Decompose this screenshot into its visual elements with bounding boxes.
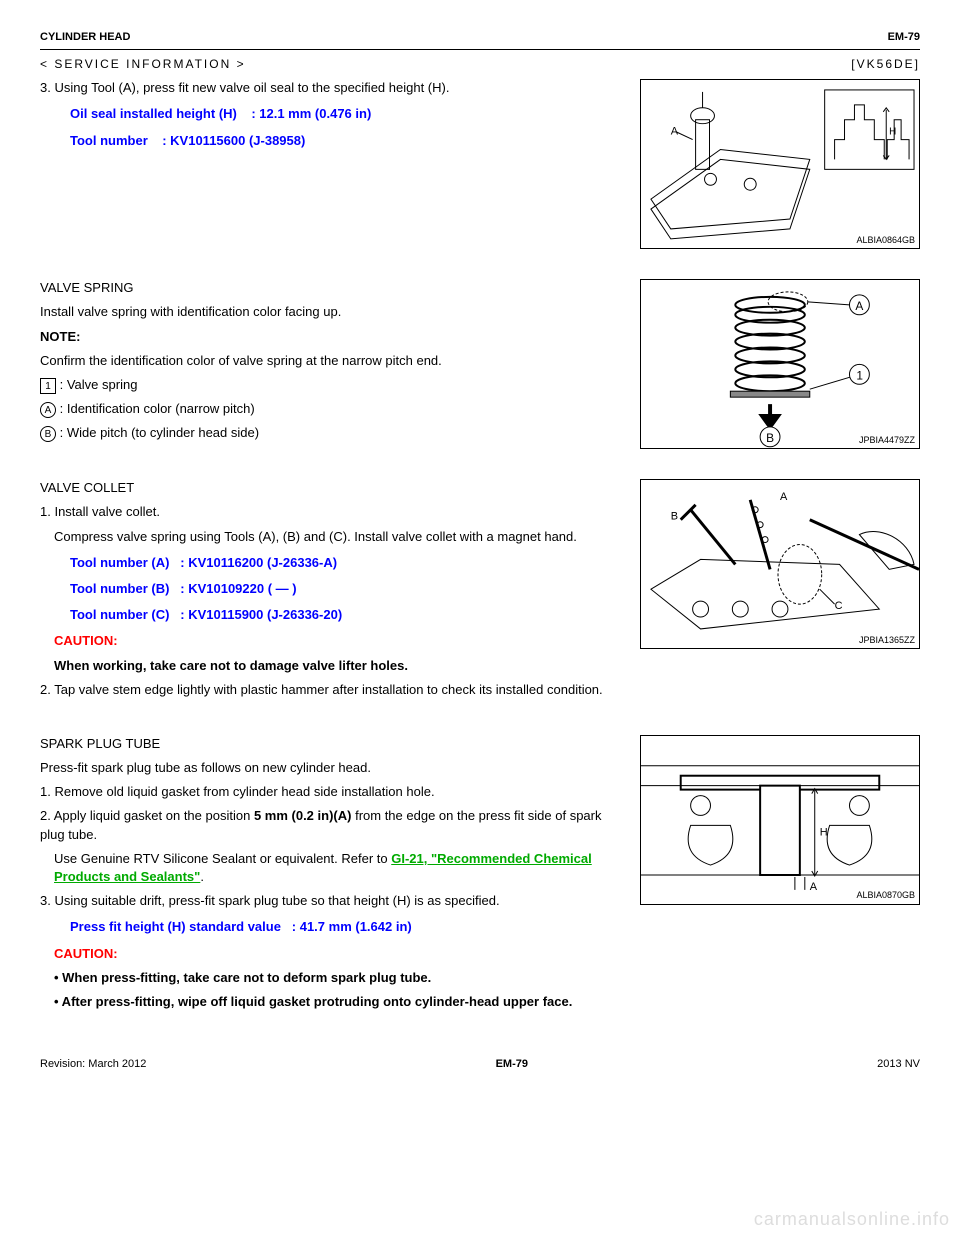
fig1-label: ALBIA0864GB <box>856 234 915 247</box>
caution4: CAUTION: <box>54 945 620 963</box>
legend1-num: 1 <box>40 378 56 394</box>
svg-text:A: A <box>780 491 788 503</box>
caution3-label: CAUTION: <box>54 633 118 648</box>
section4-heading: SPARK PLUG TUBE <box>40 735 620 753</box>
fig3-label: JPBIA1365ZZ <box>859 634 915 647</box>
s4-spec-value: : 41.7 mm (1.642 in) <box>292 919 412 934</box>
gasket-pre: Use Genuine RTV Silicone Sealant or equi… <box>54 851 391 866</box>
svg-text:H: H <box>820 826 828 838</box>
caution4-2: • After press-fitting, wipe off liquid g… <box>54 993 620 1011</box>
spec1-value: : 12.1 mm (0.476 in) <box>251 106 371 121</box>
section2-text: VALVE SPRING Install valve spring with i… <box>40 279 640 442</box>
s4-step2a: 2. Apply liquid gasket on the position <box>40 808 254 823</box>
section4-text: SPARK PLUG TUBE Press-fit spark plug tub… <box>40 735 640 1017</box>
figure-spring: A 1 B JPBIA4479ZZ <box>640 279 920 449</box>
note-label: NOTE: <box>40 329 80 344</box>
figure-oil-seal: A H ALBIA0864GB <box>640 79 920 249</box>
watermark: carmanualsonline.info <box>754 1207 950 1232</box>
section1-tool: Tool number : KV10115600 (J-38958) <box>70 132 620 150</box>
legendA-num: A <box>40 402 56 418</box>
section1-step: 3. Using Tool (A), press fit new valve o… <box>40 79 620 97</box>
section4-spec: Press fit height (H) standard value : 41… <box>70 918 620 936</box>
s4-spec-label: Press fit height (H) standard value <box>70 919 281 934</box>
svg-text:H: H <box>889 127 896 138</box>
tool-value: : KV10115600 (J-38958) <box>162 133 305 148</box>
toolB-label: Tool number (B) <box>70 581 169 596</box>
svg-text:A: A <box>671 126 679 138</box>
footer-left: Revision: March 2012 <box>40 1057 146 1072</box>
toolA: Tool number (A) : KV10116200 (J-26336-A) <box>70 554 620 572</box>
figure-spark-plug: H A ALBIA0870GB <box>640 735 920 905</box>
fig4-label: ALBIA0870GB <box>856 889 915 902</box>
spark-plug-diagram-icon: H A <box>641 736 919 905</box>
section3-text: VALVE COLLET 1. Install valve collet. Co… <box>40 479 640 705</box>
svg-text:B: B <box>671 511 678 523</box>
section1-spec: Oil seal installed height (H) : 12.1 mm … <box>70 105 620 123</box>
section2-note: NOTE: <box>40 328 620 346</box>
spring-diagram-icon: A 1 B <box>641 280 919 449</box>
section-oil-seal: 3. Using Tool (A), press fit new valve o… <box>40 79 920 249</box>
section2-step: Install valve spring with identification… <box>40 303 620 321</box>
section1-figure-col: A H ALBIA0864GB <box>640 79 920 249</box>
section-valve-spring: VALVE SPRING Install valve spring with i… <box>40 279 920 449</box>
section4-step2: 2. Apply liquid gasket on the position 5… <box>40 807 620 843</box>
header-right: EM-79 <box>888 30 920 45</box>
toolC: Tool number (C) : KV10115900 (J-26336-20… <box>70 606 620 624</box>
header-sub: [VK56DE] <box>851 56 920 73</box>
section2-heading: VALVE SPRING <box>40 279 620 297</box>
toolC-value: : KV10115900 (J-26336-20) <box>180 607 342 622</box>
legendA-txt: : Identification color (narrow pitch) <box>60 401 255 416</box>
section3-step3: 2. Tap valve stem edge lightly with plas… <box>40 681 620 699</box>
tool-label: Tool number <box>70 133 148 148</box>
section4-intro: Press-fit spark plug tube as follows on … <box>40 759 620 777</box>
caution4-1: • When press-fitting, take care not to d… <box>54 969 620 987</box>
svg-text:B: B <box>766 431 774 445</box>
legendB-num: B <box>40 426 56 442</box>
section4-step1: 1. Remove old liquid gasket from cylinde… <box>40 783 620 801</box>
page-header: CYLINDER HEAD EM-79 <box>40 30 920 45</box>
section4-step3: 3. Using suitable drift, press-fit spark… <box>40 892 620 910</box>
section1-text: 3. Using Tool (A), press fit new valve o… <box>40 79 640 158</box>
section3-step1: 1. Install valve collet. <box>40 503 620 521</box>
toolA-label: Tool number (A) <box>70 555 169 570</box>
svg-text:1: 1 <box>856 368 863 382</box>
legend1-txt: : Valve spring <box>60 377 138 392</box>
caution3-text: When working, take care not to damage va… <box>54 657 620 675</box>
footer-right: 2013 NV <box>877 1057 920 1072</box>
page-footer: Revision: March 2012 EM-79 2013 NV <box>40 1057 920 1072</box>
caution4-label: CAUTION: <box>54 946 118 961</box>
svg-text:A: A <box>810 881 818 893</box>
section2-figure-col: A 1 B JPBIA4479ZZ <box>640 279 920 449</box>
s4-apos: 5 mm (0.2 in)(A) <box>254 808 352 823</box>
toolB-value: : KV10109220 ( — ) <box>180 581 296 596</box>
section4-figure-col: H A ALBIA0870GB <box>640 735 920 905</box>
toolB: Tool number (B) : KV10109220 ( — ) <box>70 580 620 598</box>
section3-step2: Compress valve spring using Tools (A), (… <box>54 528 620 546</box>
fig2-label: JPBIA4479ZZ <box>859 434 915 447</box>
spec1-label: Oil seal installed height (H) <box>70 106 237 121</box>
oil-seal-diagram-icon: A H <box>641 80 919 249</box>
footer-center: EM-79 <box>496 1057 528 1072</box>
legend-A: A : Identification color (narrow pitch) <box>40 400 620 418</box>
toolC-label: Tool number (C) <box>70 607 169 622</box>
toolA-value: : KV10116200 (J-26336-A) <box>180 555 337 570</box>
caution3: CAUTION: <box>54 632 620 650</box>
svg-text:C: C <box>835 600 843 612</box>
section3-figure-col: A B C JPBIA1365ZZ <box>640 479 920 649</box>
section2-note-text: Confirm the identification color of valv… <box>40 352 620 370</box>
header-title-text: < SERVICE INFORMATION > <box>40 56 246 73</box>
header-left: CYLINDER HEAD <box>40 30 130 45</box>
svg-text:A: A <box>855 299 863 313</box>
legendB-txt: : Wide pitch (to cylinder head side) <box>60 425 259 440</box>
legend-1: 1 : Valve spring <box>40 376 620 394</box>
section-spark-plug: SPARK PLUG TUBE Press-fit spark plug tub… <box>40 735 920 1017</box>
legend-B: B : Wide pitch (to cylinder head side) <box>40 424 620 442</box>
section-valve-collet: VALVE COLLET 1. Install valve collet. Co… <box>40 479 920 705</box>
figure-collet: A B C JPBIA1365ZZ <box>640 479 920 649</box>
section3-heading: VALVE COLLET <box>40 479 620 497</box>
header-subtitle-row: < SERVICE INFORMATION > [VK56DE] <box>40 49 920 73</box>
section4-gasket: Use Genuine RTV Silicone Sealant or equi… <box>54 850 620 886</box>
collet-diagram-icon: A B C <box>641 480 919 649</box>
